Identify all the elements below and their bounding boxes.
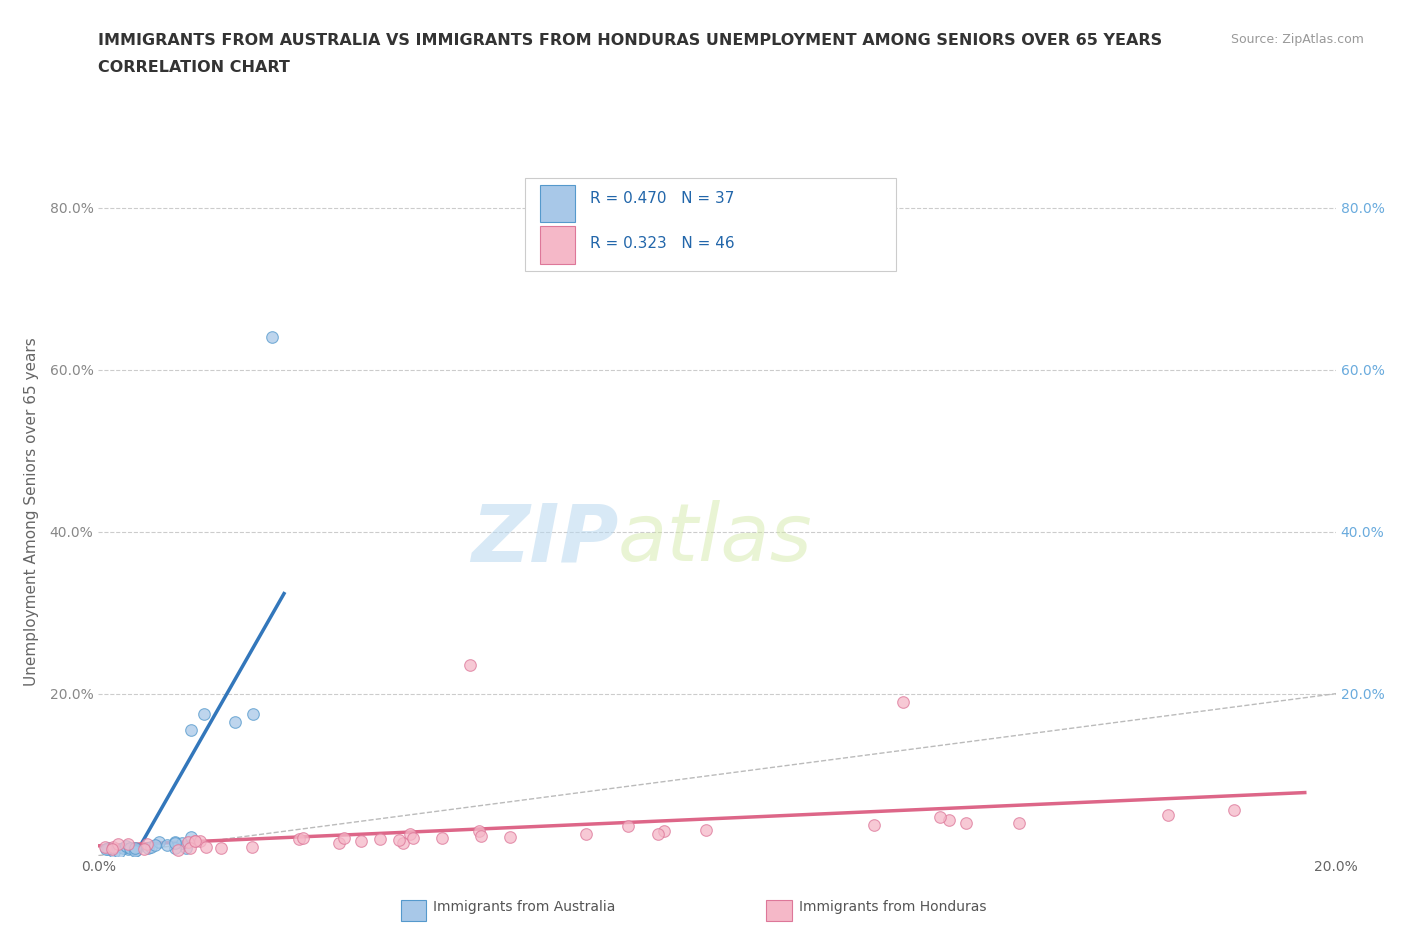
Point [695, 823, 717, 838]
Point [118, 841, 141, 856]
Point [388, 832, 411, 847]
Point [240, 840, 263, 855]
Point [94, 840, 117, 855]
Point [108, 844, 131, 859]
Point [174, 840, 197, 855]
Point [260, 330, 283, 345]
Point [209, 840, 232, 855]
FancyBboxPatch shape [540, 185, 575, 222]
Point [291, 830, 314, 845]
Point [184, 834, 207, 849]
Point [163, 836, 186, 851]
Point [190, 834, 212, 849]
Point [399, 827, 422, 842]
FancyBboxPatch shape [526, 178, 897, 271]
Point [470, 829, 492, 844]
Text: Immigrants from Honduras: Immigrants from Honduras [799, 899, 986, 914]
Point [333, 830, 356, 845]
Point [180, 723, 202, 737]
Point [170, 836, 193, 851]
Point [132, 842, 155, 857]
Point [242, 707, 264, 722]
Point [863, 818, 886, 833]
Point [103, 840, 125, 855]
Point [107, 836, 129, 851]
Point [156, 837, 179, 852]
Point [176, 835, 198, 850]
Text: Source: ZipAtlas.com: Source: ZipAtlas.com [1230, 33, 1364, 46]
Point [498, 830, 520, 844]
Point [101, 841, 124, 856]
Point [97, 841, 120, 856]
Point [928, 809, 950, 824]
Text: atlas: atlas [619, 500, 813, 578]
Point [136, 841, 159, 856]
Point [180, 830, 202, 844]
Text: R = 0.323   N = 46: R = 0.323 N = 46 [589, 235, 734, 250]
Point [135, 836, 157, 851]
Point [124, 841, 146, 856]
Point [1223, 803, 1246, 817]
Point [167, 842, 190, 857]
Point [288, 831, 311, 846]
Point [350, 834, 373, 849]
Point [328, 836, 350, 851]
Text: IMMIGRANTS FROM AUSTRALIA VS IMMIGRANTS FROM HONDURAS UNEMPLOYMENT AMONG SENIORS: IMMIGRANTS FROM AUSTRALIA VS IMMIGRANTS … [98, 33, 1163, 47]
Point [143, 838, 166, 853]
Text: ZIP: ZIP [471, 500, 619, 578]
Point [647, 827, 669, 842]
Point [430, 830, 453, 845]
Point [1157, 808, 1180, 823]
Point [391, 836, 413, 851]
Text: Immigrants from Australia: Immigrants from Australia [433, 899, 616, 914]
Point [94, 842, 117, 857]
FancyBboxPatch shape [540, 226, 575, 264]
Point [891, 695, 914, 710]
Point [148, 834, 170, 849]
Point [955, 816, 977, 830]
Y-axis label: Unemployment Among Seniors over 65 years: Unemployment Among Seniors over 65 years [24, 338, 38, 686]
Point [575, 827, 598, 842]
Point [617, 819, 640, 834]
Point [117, 841, 139, 856]
Point [179, 841, 201, 856]
Text: R = 0.470   N = 37: R = 0.470 N = 37 [589, 191, 734, 206]
Point [368, 831, 391, 846]
Point [193, 707, 215, 722]
Point [141, 840, 163, 855]
Text: CORRELATION CHART: CORRELATION CHART [98, 60, 290, 75]
Point [124, 844, 146, 858]
Point [97, 842, 120, 857]
Point [103, 844, 125, 859]
Point [117, 837, 139, 852]
Point [184, 833, 207, 848]
Point [165, 834, 187, 849]
Point [1007, 815, 1029, 830]
Point [652, 824, 675, 839]
Point [402, 830, 425, 845]
Point [115, 839, 138, 854]
Point [195, 839, 218, 854]
Point [938, 813, 960, 828]
Point [458, 658, 481, 672]
Point [468, 824, 491, 839]
Point [111, 841, 134, 856]
Point [163, 841, 186, 856]
Point [224, 714, 246, 729]
Point [125, 843, 148, 857]
